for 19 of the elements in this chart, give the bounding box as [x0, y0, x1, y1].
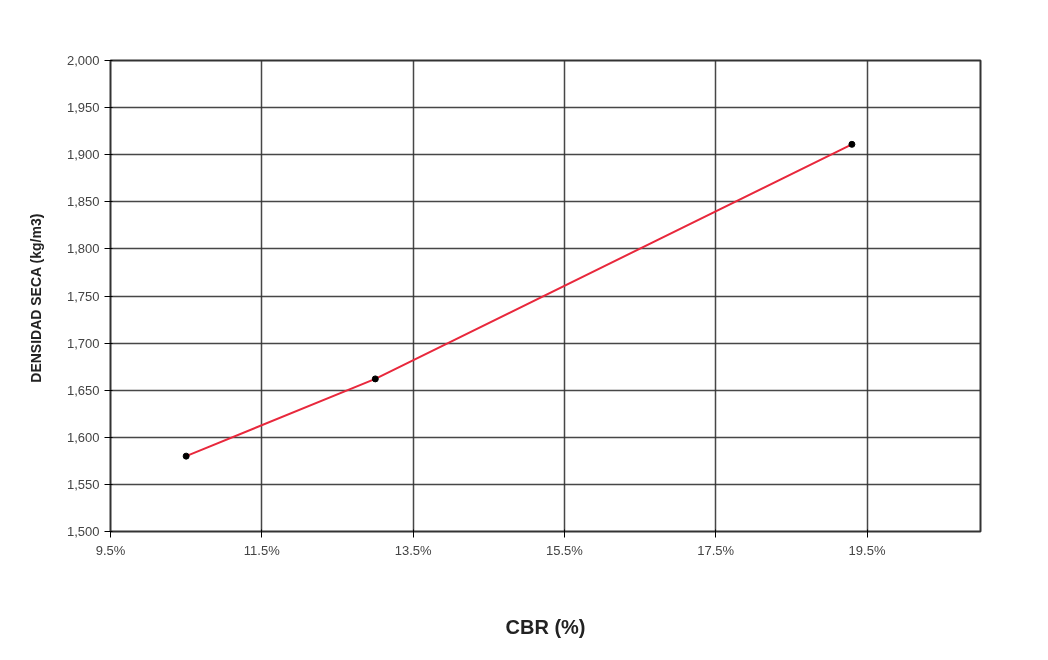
y-tick-label: 1,950	[66, 100, 100, 116]
y-tick-label: 1,700	[66, 335, 100, 351]
y-tick-label: 2,000	[66, 53, 100, 68]
x-axis-title: CBR (%)	[505, 615, 586, 638]
y-tick-label: 1,550	[66, 476, 100, 492]
y-tick-label: 1,750	[66, 288, 100, 304]
y-tick-label: 1,800	[66, 241, 100, 257]
y-tick-label: 1,500	[66, 524, 100, 539]
x-tick-label: 9.5%	[95, 542, 126, 558]
y-axis-title: DENSIDAD SECA (kg/m3)	[27, 213, 44, 383]
x-tick-label: 15.5%	[545, 542, 584, 558]
y-tick-label: 1,850	[66, 194, 100, 210]
y-tick-label: 1,650	[66, 382, 100, 398]
x-tick-label: 11.5%	[243, 542, 281, 558]
x-tick-label: 17.5%	[697, 542, 735, 558]
y-tick-label: 1,600	[66, 429, 100, 445]
y-tick-label: 1,900	[66, 147, 100, 163]
x-tick-label: 19.5%	[848, 542, 886, 558]
x-tick-label: 13.5%	[394, 542, 432, 558]
